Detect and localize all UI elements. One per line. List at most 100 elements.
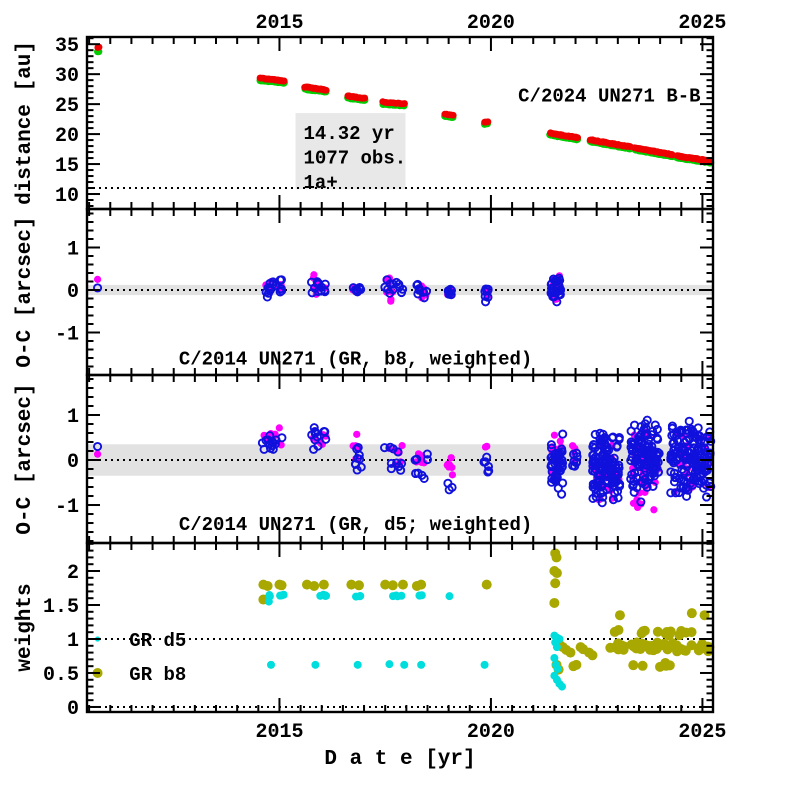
data-point	[640, 474, 651, 484]
panel-annotation: C/2014 UN271 (GR, d5; weighted)	[179, 514, 532, 536]
y-tick-label: 0	[67, 281, 79, 304]
data-point	[686, 627, 697, 638]
data-point	[666, 488, 676, 498]
data-point	[693, 423, 703, 433]
data-point	[413, 279, 423, 290]
data-point	[320, 427, 330, 437]
data-point	[697, 642, 708, 653]
data-point	[312, 277, 322, 287]
data-point	[385, 288, 395, 298]
data-point	[483, 442, 491, 450]
y-tick-label: 25	[55, 95, 79, 118]
y-axis-title: distance [au]	[14, 41, 37, 205]
data-point	[590, 429, 600, 439]
data-point	[550, 276, 560, 286]
data-point	[649, 468, 659, 478]
data-point	[93, 450, 102, 458]
data-point	[398, 442, 406, 450]
data-point	[276, 580, 287, 591]
data-point	[277, 286, 287, 296]
info-box-line: 14.32 yr	[304, 123, 395, 145]
data-point	[353, 442, 363, 453]
data-point	[422, 455, 433, 465]
data-point	[653, 457, 663, 467]
data-point	[645, 445, 655, 455]
y-tick-label: 1	[67, 239, 79, 262]
data-point	[480, 660, 489, 669]
data-point	[697, 477, 707, 487]
data-point	[547, 452, 557, 462]
series-b8-blue-open	[93, 273, 566, 307]
data-point	[652, 424, 662, 434]
data-point	[265, 591, 274, 600]
data-point	[631, 455, 641, 465]
data-point	[257, 438, 267, 448]
data-point	[673, 443, 684, 453]
data-point	[95, 43, 103, 51]
data-point	[636, 497, 646, 507]
data-point	[447, 454, 455, 462]
data-point	[550, 578, 561, 589]
data-point	[310, 271, 318, 279]
data-point	[626, 426, 636, 436]
data-point	[569, 456, 579, 466]
data-point	[676, 626, 687, 637]
data-point	[397, 579, 408, 590]
series-d5-blue-open	[93, 415, 716, 508]
data-point	[565, 647, 576, 658]
data-point	[355, 454, 365, 464]
y-tick-label: -1	[55, 496, 79, 519]
panel-distance: 14.32 yr 1077 obs.1a+ C/2024 UN271 B-B 10 15…	[14, 35, 715, 211]
data-point	[650, 506, 658, 514]
data-point	[651, 478, 659, 487]
legend-label: GR d5	[129, 630, 186, 652]
data-point	[698, 468, 708, 478]
data-point	[481, 297, 491, 307]
data-point	[618, 644, 629, 655]
x-tick-label-top: 2020	[467, 12, 515, 35]
data-point	[556, 437, 564, 445]
data-point	[608, 432, 618, 442]
data-point	[313, 441, 323, 451]
x-tick-label-bottom: 2020	[467, 721, 515, 744]
y-tick-label: 15	[55, 155, 79, 178]
panel-oc-d5: C/2014 UN271 (GR, d5; weighted) -1 0 1 O-C […	[14, 373, 716, 545]
data-point	[669, 468, 679, 478]
y-tick-label: 35	[55, 35, 79, 58]
data-point	[445, 592, 454, 601]
tick-marks	[87, 37, 713, 209]
y-tick-label: 10	[55, 185, 79, 208]
data-point	[552, 643, 561, 652]
data-point	[671, 488, 681, 498]
data-point	[310, 428, 320, 438]
tick-marks	[87, 542, 713, 712]
data-point	[661, 627, 672, 638]
data-point	[661, 660, 672, 671]
data-point	[396, 465, 406, 475]
data-point	[588, 466, 598, 476]
data-point	[93, 441, 103, 452]
data-point	[318, 579, 329, 590]
data-point	[638, 452, 648, 462]
data-point	[484, 118, 492, 126]
data-point	[400, 660, 409, 669]
data-point	[480, 286, 490, 296]
data-point	[394, 279, 404, 289]
data-point	[93, 275, 102, 283]
y-tick-label: 1	[67, 630, 79, 653]
data-point	[594, 446, 604, 456]
data-point	[682, 429, 692, 439]
panel-weights: GR d5 GR b8 0 0.5 1 1.5 2 weights	[14, 541, 715, 721]
data-point	[444, 485, 454, 495]
data-point	[672, 430, 682, 440]
data-point	[554, 286, 564, 296]
data-point	[606, 459, 616, 469]
data-point	[309, 580, 320, 591]
data-point	[557, 682, 566, 691]
data-point	[445, 288, 455, 298]
panel-annotation: C/2024 UN271 B-B	[518, 86, 700, 108]
data-point	[630, 468, 640, 478]
y-axis-title: weights	[14, 583, 37, 671]
data-point	[642, 415, 652, 425]
